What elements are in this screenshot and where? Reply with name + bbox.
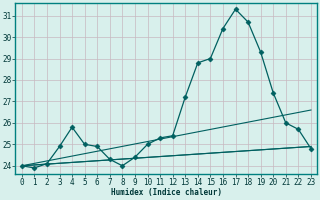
X-axis label: Humidex (Indice chaleur): Humidex (Indice chaleur) [111,188,222,197]
